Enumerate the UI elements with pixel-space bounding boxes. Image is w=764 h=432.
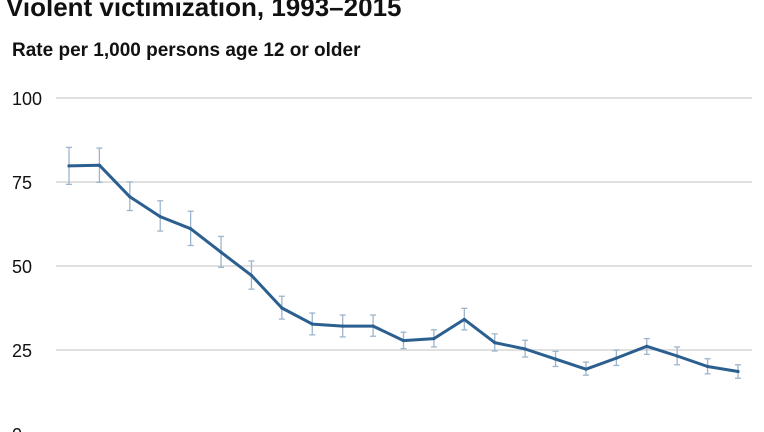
data-point-2005 bbox=[432, 336, 436, 341]
data-point-2013 bbox=[675, 354, 679, 358]
data-point-2003 bbox=[371, 324, 375, 328]
data-point-2004 bbox=[401, 338, 406, 343]
data-point-1998 bbox=[219, 250, 223, 254]
y-tick-label-50: 50 bbox=[12, 257, 32, 277]
gridlines bbox=[56, 97, 752, 351]
data-point-2014 bbox=[705, 364, 710, 369]
chart-title: Violent victimization, 1993–2015 bbox=[6, 0, 402, 22]
data-point-2010 bbox=[584, 367, 588, 371]
chart-subtitle: Rate per 1,000 persons age 12 or older bbox=[12, 40, 361, 61]
data-point-2015 bbox=[736, 369, 740, 374]
y-tick-label-100: 100 bbox=[12, 89, 42, 109]
y-tick-label-25: 25 bbox=[12, 341, 32, 361]
data-point-2000 bbox=[280, 306, 284, 310]
y-tick-label-0: 0 bbox=[12, 425, 22, 432]
data-point-2007 bbox=[493, 341, 497, 345]
data-point-1996 bbox=[158, 215, 162, 219]
data-point-2012 bbox=[645, 344, 649, 348]
data-point-2009 bbox=[553, 357, 558, 361]
data-point-1995 bbox=[128, 195, 132, 199]
data-point-2002 bbox=[341, 324, 345, 328]
y-axis-tick-labels: 0 25 50 75 100 bbox=[12, 89, 42, 432]
y-tick-label-75: 75 bbox=[12, 173, 32, 193]
data-point-1999 bbox=[249, 273, 254, 278]
data-point-2001 bbox=[310, 322, 314, 326]
data-point-2011 bbox=[614, 356, 618, 360]
data-point-2006 bbox=[462, 317, 466, 322]
data-point-2008 bbox=[523, 347, 527, 351]
data-point-1994 bbox=[97, 163, 102, 167]
data-point-1997 bbox=[189, 227, 193, 231]
series-line-layer bbox=[67, 163, 740, 374]
data-point-1993 bbox=[67, 164, 71, 168]
